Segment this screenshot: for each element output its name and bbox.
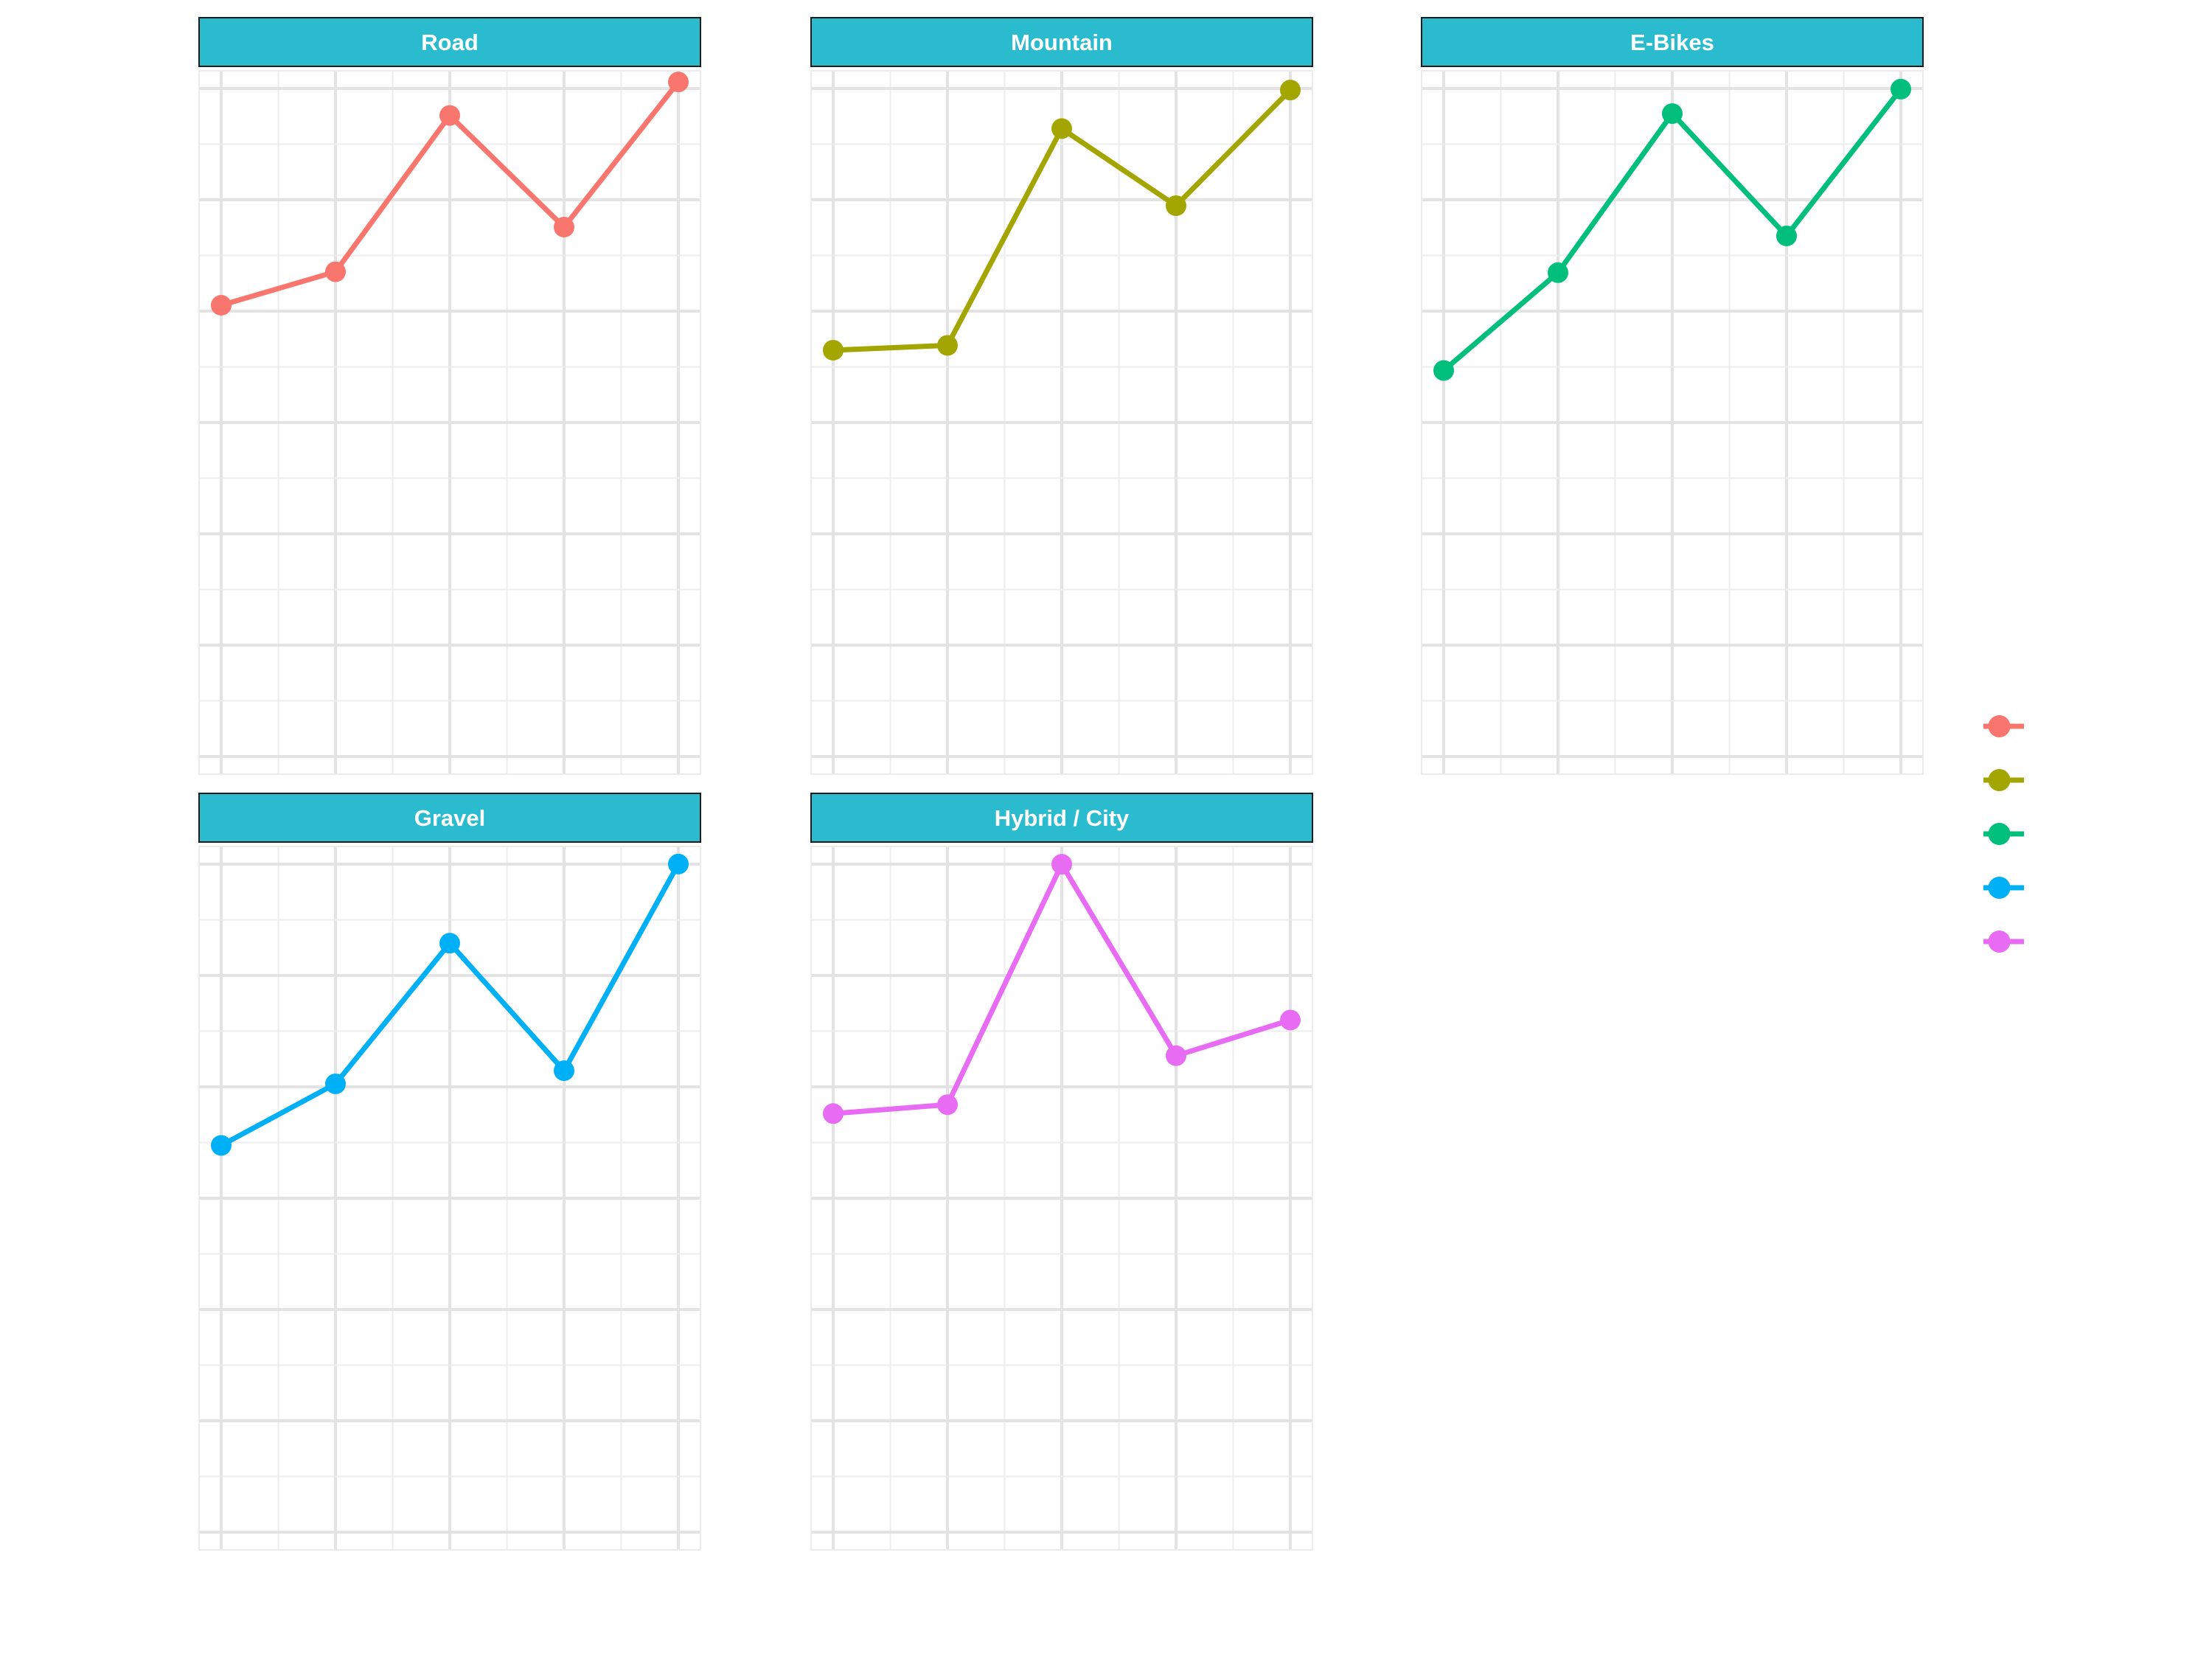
facet-panel: Road <box>198 17 701 775</box>
data-point <box>668 853 689 874</box>
legend-key-point <box>1988 769 2011 791</box>
data-point <box>1280 1009 1301 1031</box>
legend-key <box>1983 823 2024 845</box>
facet-panels: Road Mountain E-Bikes Gravel Hybrid / City <box>198 17 1924 1551</box>
data-point <box>1166 1045 1186 1066</box>
facet-strip <box>1421 17 1924 67</box>
panel-border <box>810 846 1313 1551</box>
data-point <box>1280 80 1301 101</box>
panel-border <box>810 70 1313 775</box>
data-point <box>325 261 346 282</box>
facet-strip <box>198 793 701 843</box>
data-point <box>823 339 844 361</box>
data-point <box>937 335 958 356</box>
legend <box>1983 715 2024 953</box>
facet-strip-label: Road <box>421 29 479 55</box>
data-point <box>823 1103 844 1124</box>
facet-strip-label: Hybrid / City <box>995 805 1130 831</box>
legend-key <box>1983 769 2024 791</box>
data-point <box>1051 854 1072 875</box>
panel-border <box>198 846 701 1551</box>
facet-panel: Mountain <box>810 17 1313 775</box>
data-point <box>1662 103 1683 125</box>
facet-panel: Gravel <box>198 793 701 1551</box>
data-point <box>554 1060 574 1082</box>
facet-strip-label: E-Bikes <box>1630 29 1714 55</box>
data-point <box>1166 195 1186 216</box>
facet-strip <box>810 17 1313 67</box>
data-point <box>325 1073 346 1094</box>
legend-key-point <box>1988 877 2011 899</box>
facet-strip-label: Gravel <box>414 805 486 831</box>
panel-border <box>1421 70 1924 775</box>
facet-panel: Hybrid / City <box>810 793 1313 1551</box>
legend-key <box>1983 877 2024 899</box>
legend-key-point <box>1988 931 2011 953</box>
data-point <box>1433 360 1454 381</box>
legend-key-point <box>1988 715 2011 737</box>
data-point <box>211 295 232 316</box>
facet-strip-label: Mountain <box>1011 29 1113 55</box>
data-point <box>668 72 689 93</box>
facet-panel: E-Bikes <box>1421 17 1924 775</box>
data-point <box>937 1094 958 1116</box>
data-point <box>1548 262 1568 283</box>
facet-strip <box>810 793 1313 843</box>
data-point <box>1891 78 1911 100</box>
data-point <box>211 1135 232 1156</box>
data-point <box>1776 225 1797 246</box>
legend-key-point <box>1988 823 2011 845</box>
legend-key <box>1983 715 2024 737</box>
panel-border <box>198 70 701 775</box>
facet-strip <box>198 17 701 67</box>
data-point <box>439 933 460 954</box>
data-point <box>1051 118 1072 139</box>
data-point <box>439 105 460 126</box>
legend-key <box>1983 931 2024 953</box>
data-point <box>554 217 574 237</box>
